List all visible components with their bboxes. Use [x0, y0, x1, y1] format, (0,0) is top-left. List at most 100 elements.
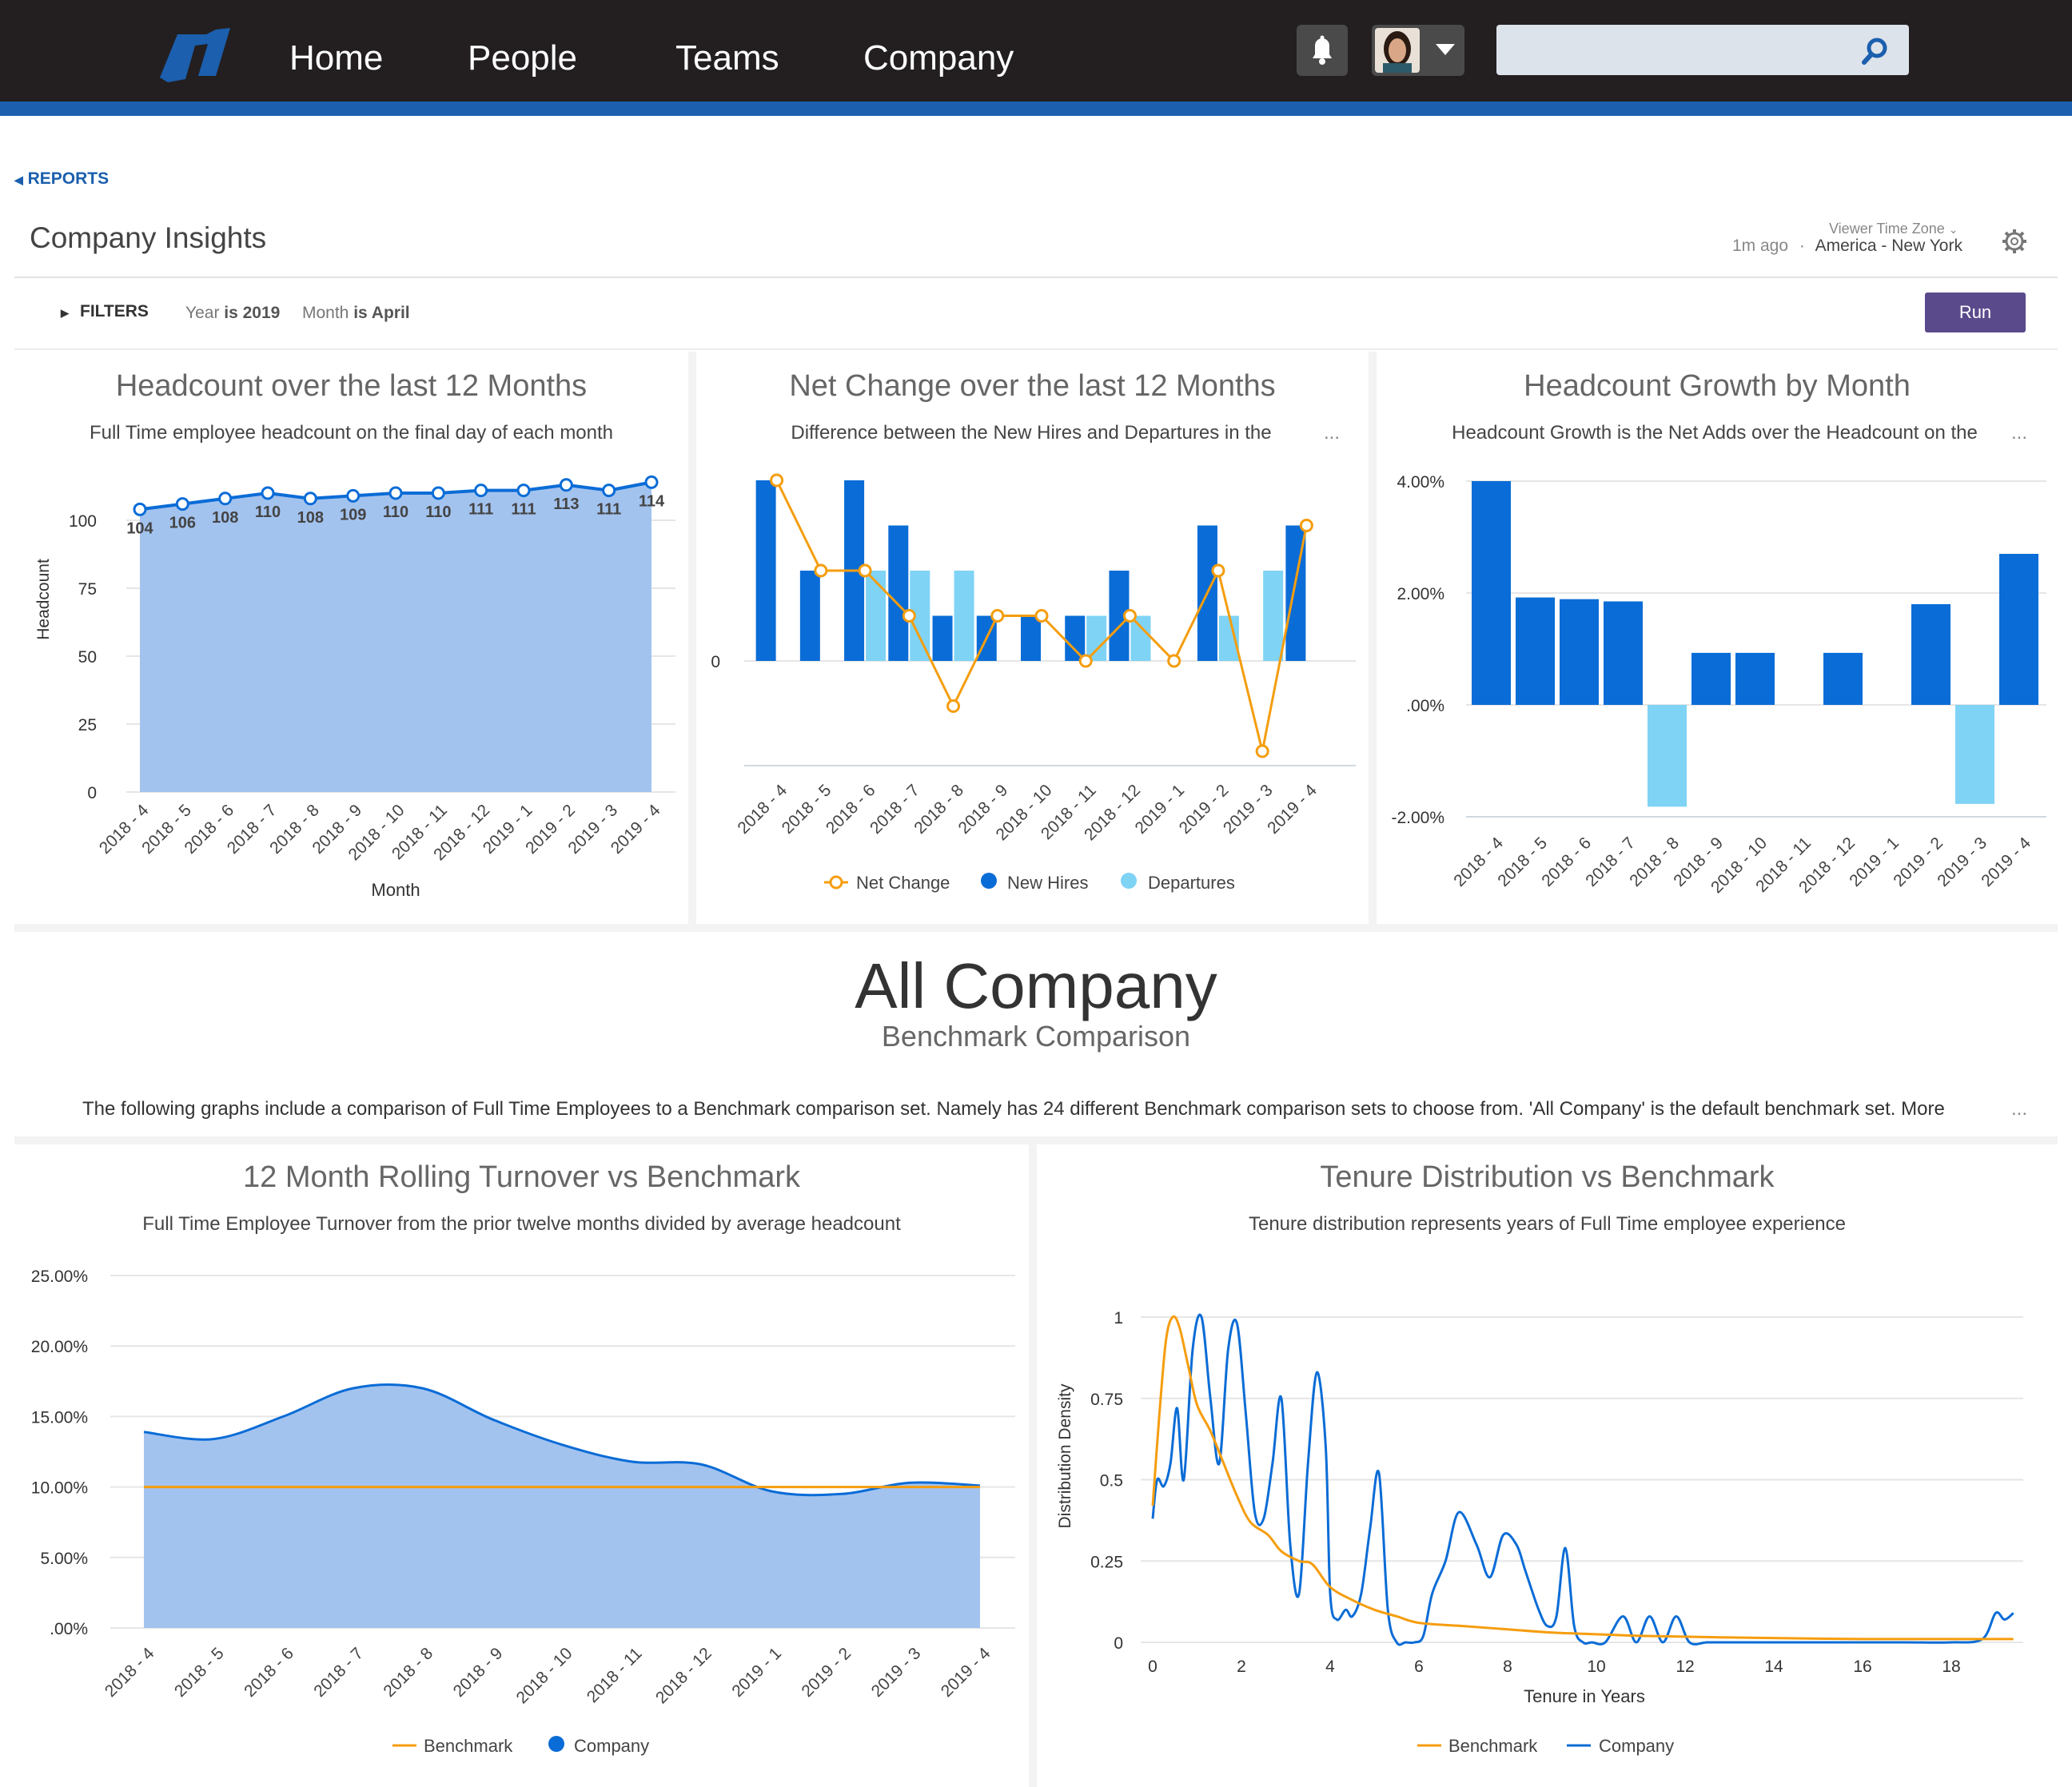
x-tick-label: 4 [1325, 1658, 1335, 1676]
filter-month[interactable]: Month is April [302, 304, 410, 323]
user-menu-button[interactable] [1372, 25, 1464, 76]
data-point [644, 475, 659, 489]
y-axis-label: Distribution Density [1056, 1383, 1074, 1528]
breadcrumb-reports[interactable]: REPORTS [27, 169, 110, 188]
netchange-more[interactable]: ... [1324, 422, 1341, 444]
departures-bar [866, 571, 887, 661]
legend-marker-departures [1121, 873, 1137, 889]
y-tick-label: 0.5 [1100, 1472, 1123, 1490]
x-tick-label: 2019 - 4 [1978, 834, 2034, 890]
turnover-title: 12 Month Rolling Turnover vs Benchmark [243, 1160, 800, 1194]
headcount-title: Headcount over the last 12 Months [115, 369, 588, 403]
x-tick-label: 18 [1942, 1658, 1960, 1676]
x-tick-label: 2 [1237, 1658, 1246, 1676]
nav-teams[interactable]: Teams [675, 38, 779, 78]
legend-label: Benchmark [424, 1736, 513, 1756]
data-label: 104 [126, 519, 153, 537]
data-point [303, 492, 317, 506]
x-tick-label: 0 [1148, 1658, 1158, 1676]
navbar-accent-stripe [0, 101, 2072, 116]
net-change-point [902, 609, 916, 623]
netchange-title: Net Change over the last 12 Months [789, 369, 1276, 403]
chevron-down-icon: ⌄ [1948, 223, 1958, 236]
y-tick-label: 5.00% [40, 1550, 88, 1568]
growth-bar [1648, 705, 1687, 807]
updated-time: 1m ago [1732, 237, 1789, 255]
x-tick-label: 12 [1676, 1658, 1694, 1676]
filters-label: FILTERS [80, 302, 149, 320]
x-tick-label: 2019 - 3 [868, 1644, 925, 1701]
legend-label: Company [574, 1736, 649, 1756]
description-more[interactable]: ... [2011, 1098, 2028, 1120]
x-tick-label: 2018 - 6 [241, 1644, 297, 1701]
growth-bar [1560, 599, 1599, 705]
gear-icon[interactable] [2000, 227, 2029, 256]
growth-bar [1911, 604, 1950, 705]
breadcrumb[interactable]: ◀ REPORTS [14, 169, 109, 189]
data-label: 111 [511, 501, 536, 519]
legend-label: Benchmark [1448, 1736, 1538, 1756]
departures-bar [1263, 571, 1284, 661]
filters-toggle[interactable]: ▶ FILTERS [61, 302, 149, 321]
nav-company[interactable]: Company [863, 38, 1014, 78]
timezone-label: Viewer Time Zone [1829, 221, 1945, 237]
nav-people[interactable]: People [468, 38, 578, 78]
net-change-point [1034, 609, 1049, 623]
timezone-selector[interactable]: Viewer Time Zone ⌄ [1829, 221, 1958, 237]
y-tick-label: 0 [87, 784, 97, 802]
filter-year[interactable]: Year is 2019 [185, 304, 280, 323]
growth-bar [1735, 652, 1775, 705]
y-axis-label: Headcount [34, 559, 53, 640]
nav-home[interactable]: Home [289, 38, 384, 78]
y-tick-label: .00% [1406, 697, 1444, 715]
last-updated: 1m ago · America - New York [1732, 237, 1962, 256]
y-tick-label: 0.75 [1090, 1391, 1123, 1409]
avatar [1375, 28, 1420, 73]
departures-bar [954, 571, 974, 661]
filter-month-value: is April [353, 304, 410, 322]
filter-month-name: Month [302, 304, 349, 322]
growth-more[interactable]: ... [2011, 422, 2028, 444]
net-change-point [770, 473, 784, 488]
growth-bar [1955, 705, 1994, 804]
bell-icon [1313, 35, 1332, 65]
notifications-button[interactable] [1297, 25, 1348, 76]
namely-logo[interactable] [160, 28, 232, 88]
growth-bar [1823, 652, 1863, 705]
new-hires-bar [1021, 615, 1041, 661]
search-icon[interactable] [1859, 35, 1891, 67]
y-tick-label: -2.00% [1391, 809, 1444, 827]
data-point [175, 497, 189, 511]
growth-bar [1516, 597, 1555, 705]
y-tick-label: 0 [711, 653, 720, 671]
y-tick-label: .00% [50, 1620, 88, 1638]
y-tick-label: 10.00% [31, 1479, 88, 1498]
departures-bar [1130, 615, 1151, 661]
x-tick-label: 2019 - 4 [938, 1644, 994, 1701]
data-point [431, 486, 445, 500]
search-input[interactable] [1496, 25, 1909, 75]
new-hires-bar [755, 480, 776, 661]
legend-label: Net Change [856, 873, 950, 893]
section-description: The following graphs include a compariso… [82, 1098, 1945, 1120]
data-point [474, 484, 488, 498]
turnover-chart: .00% 5.00% 10.00% 15.00% 20.00% 25.00% 2018 - … [31, 1268, 1015, 1756]
run-button[interactable]: Run [1925, 293, 2026, 332]
data-label: 106 [169, 515, 196, 532]
x-tick-label: 2018 - 11 [584, 1644, 646, 1706]
y-tick-label: 15.00% [31, 1408, 88, 1427]
headcount-subtitle: Full Time employee headcount on the fina… [89, 422, 614, 444]
x-tick-label: 2018 - 7 [310, 1644, 367, 1701]
x-tick-label: 2018 - 9 [450, 1644, 507, 1701]
data-label: 109 [340, 506, 366, 523]
caret-right-icon: ▶ [61, 307, 69, 319]
y-tick-label: 1 [1114, 1309, 1123, 1327]
new-hires-bar [888, 525, 909, 661]
headcount-area [140, 482, 651, 792]
net-change-point [1078, 654, 1093, 668]
x-tick-label: 2018 - 8 [380, 1644, 436, 1701]
benchmark-curve [1151, 1315, 2014, 1641]
legend-marker-net-change [829, 875, 843, 890]
panel-gutter [688, 352, 696, 924]
filter-year-name: Year [185, 304, 220, 322]
